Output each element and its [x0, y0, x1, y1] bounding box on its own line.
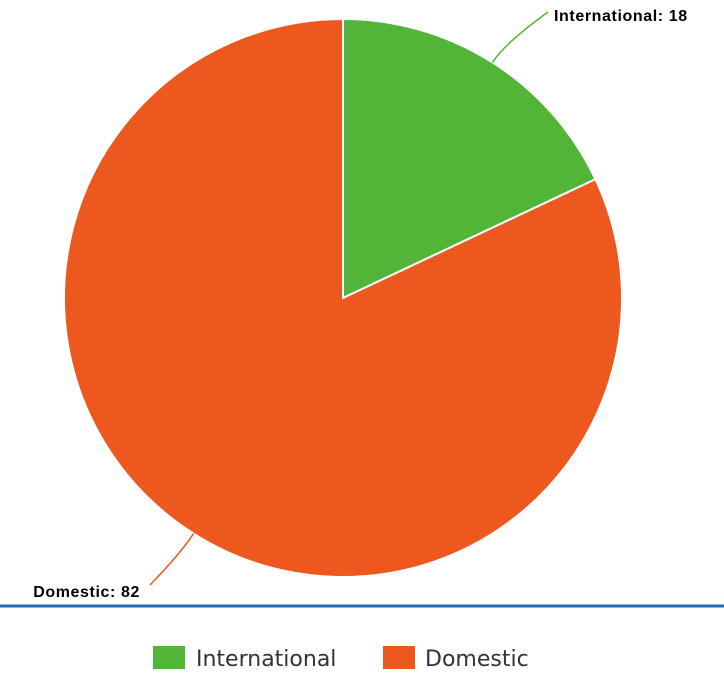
legend-swatch-international — [153, 646, 185, 669]
data-label-international: International: 18 — [554, 8, 688, 25]
pie-slice-international[interactable] — [342, 17, 597, 300]
label-connectors — [149, 11, 549, 586]
legend-label-international: International — [196, 647, 336, 672]
legend-label-domestic: Domestic — [425, 647, 529, 672]
data-labels: International: 18 Domestic: 82 — [33, 8, 688, 601]
connector-international — [491, 11, 549, 63]
legend: International Domestic — [153, 646, 529, 672]
legend-swatch-domestic — [383, 646, 415, 669]
connector-domestic — [149, 533, 195, 586]
legend-item-international[interactable]: International — [153, 646, 336, 672]
pie-slice-domestic[interactable] — [63, 17, 623, 578]
pie-slices — [63, 17, 623, 578]
legend-item-domestic[interactable]: Domestic — [383, 646, 529, 672]
data-label-domestic: Domestic: 82 — [33, 584, 140, 601]
